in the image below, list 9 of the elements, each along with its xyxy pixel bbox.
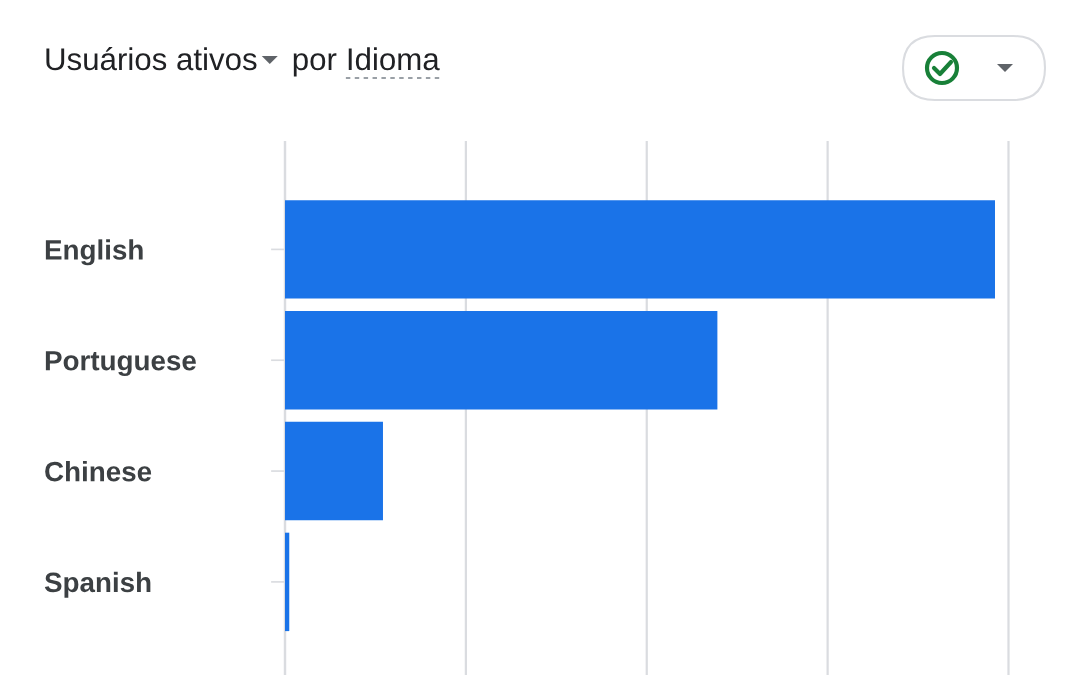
chart-title: Usuários ativos por Idioma bbox=[46, 46, 440, 77]
bar bbox=[285, 200, 995, 299]
bar bbox=[285, 421, 383, 521]
y-tick-label: Portuguese bbox=[45, 351, 196, 377]
y-tick-label: Chinese bbox=[45, 461, 152, 482]
bar bbox=[285, 311, 718, 410]
y-tick-label: English bbox=[45, 239, 143, 266]
bar bbox=[285, 532, 290, 632]
y-tick-label: Spanish bbox=[44, 571, 151, 598]
